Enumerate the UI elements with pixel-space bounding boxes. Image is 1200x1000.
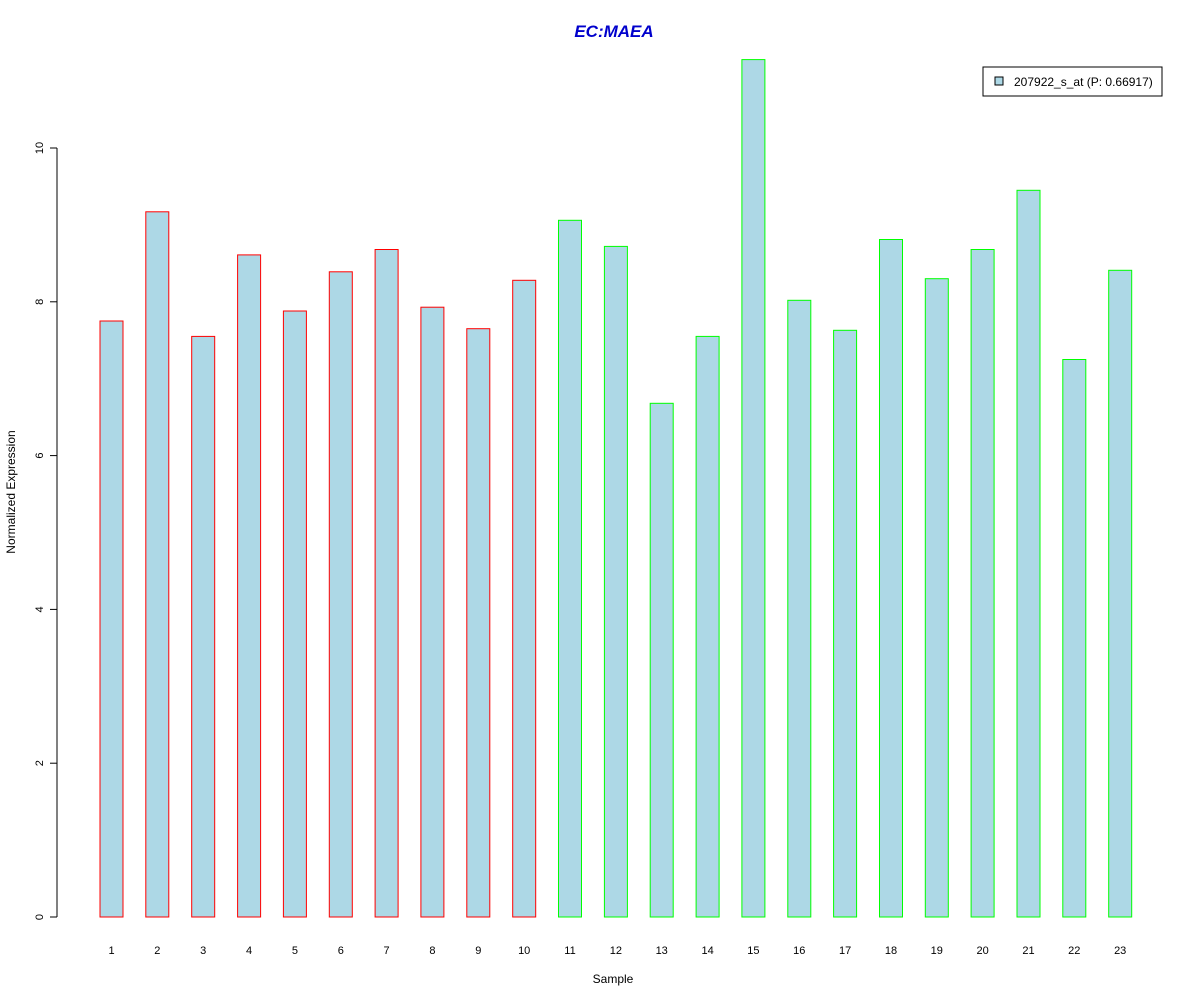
bar-sample-18 [879,239,903,918]
x-tick-label: 7 [384,945,390,957]
bar-sample-14 [695,335,720,918]
bar-sample-12 [603,245,628,918]
y-tick-label: 10 [34,142,46,154]
chart-title: EC:MAEA [574,22,653,41]
x-tick-label: 3 [200,945,206,957]
x-tick-label: 4 [246,945,252,957]
bar-sample-5 [282,310,307,918]
x-tick-label: 21 [1022,945,1034,957]
y-tick-label: 2 [34,760,46,766]
x-tick-label: 12 [610,945,622,957]
bar-sample-20 [970,249,995,918]
x-tick-label: 6 [338,945,344,957]
x-tick-label: 11 [564,945,575,957]
bar-sample-2 [145,211,170,918]
y-tick-label: 0 [34,914,46,920]
x-tick-label: 19 [931,945,943,957]
bar-sample-22 [1062,359,1087,918]
bar-sample-17 [833,329,858,918]
x-tick-label: 16 [793,945,805,957]
x-tick-label: 9 [475,945,481,957]
y-tick-label: 8 [34,299,46,305]
x-axis-label: Sample [593,972,634,986]
x-tick-label: 1 [108,945,114,957]
bar-sample-11 [558,219,582,918]
bar-sample-6 [328,271,353,918]
bar-sample-8 [420,306,445,918]
x-tick-label: 13 [656,945,668,957]
x-tick-label: 5 [292,945,298,957]
y-tick-label: 6 [34,453,46,459]
bar-sample-15 [741,59,766,918]
bar-sample-13 [649,402,674,918]
x-tick-label: 17 [839,945,851,957]
bar-sample-4 [237,254,262,918]
y-tick-label: 4 [34,606,46,612]
x-tick-label: 14 [701,945,713,957]
x-tick-label: 15 [747,945,759,957]
x-tick-labels: 1 2 3 4 5 6 7 8 9 10 11 12 13 14 15 16 17 18 19 20 21 22 23 [108,945,1126,957]
bars-group [99,59,1133,918]
x-tick-label: 20 [976,945,988,957]
bar-sample-23 [1108,269,1133,918]
bar-sample-16 [787,299,812,918]
bar-sample-9 [466,328,491,918]
x-tick-label: 8 [429,945,435,957]
bar-sample-19 [924,278,949,918]
bar-sample-21 [1016,189,1041,918]
legend-label: 207922_s_at (P: 0.66917) [1014,75,1153,89]
legend: 207922_s_at (P: 0.66917) [982,66,1163,97]
bar-sample-3 [191,335,216,918]
x-tick-label: 2 [154,945,160,957]
x-tick-label: 10 [518,945,530,957]
x-tick-label: 18 [885,945,897,957]
legend-box [982,66,1163,97]
bar-sample-1 [99,320,124,918]
bar-sample-10 [512,279,537,918]
y-axis: 0 2 4 6 8 10 [34,142,58,920]
x-tick-label: 22 [1068,945,1080,957]
bar-sample-7 [374,249,399,918]
legend-swatch [994,76,1004,86]
y-axis-label: Normalized Expression [4,430,18,553]
x-tick-label: 23 [1114,945,1126,957]
